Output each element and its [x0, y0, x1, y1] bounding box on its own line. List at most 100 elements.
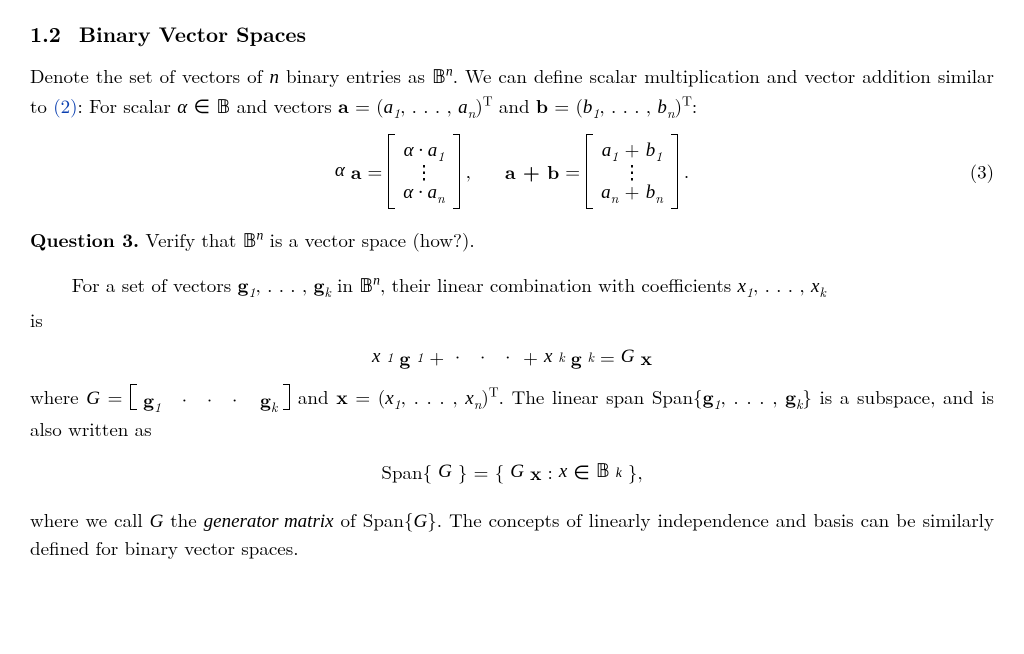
sub: 1 — [394, 394, 401, 413]
vec-g: g — [785, 382, 796, 410]
text: and — [493, 92, 530, 119]
text: , . . . , — [599, 92, 657, 119]
text: of Span{ — [334, 506, 414, 533]
var: x — [465, 388, 473, 409]
equation-content: αa = α · a1 ⋮ α · an , a + b = a1 + b1 ⋮… — [335, 134, 689, 209]
text: binary entries as — [279, 62, 432, 89]
paragraph-generator-matrix: where we call G the generator matrix of … — [30, 507, 994, 562]
sub: n — [667, 103, 675, 122]
text: } = { — [458, 459, 504, 486]
vec-x: x — [640, 344, 652, 371]
sub: 1 — [714, 394, 721, 413]
text: = ( — [348, 383, 385, 410]
blackboard-B: 𝔹 — [243, 231, 257, 252]
var-alpha: α — [335, 158, 345, 185]
question-3: Question 3. Verify that 𝔹n is a vector s… — [30, 226, 994, 256]
text: and — [298, 383, 336, 410]
question-label: Question 3. — [30, 225, 139, 253]
vec-a: a — [338, 91, 349, 119]
sup-n: n — [446, 64, 453, 79]
text: where — [30, 383, 86, 410]
text: in — [331, 271, 360, 298]
text: : For scalar — [78, 92, 178, 119]
paragraph-is: is — [30, 307, 994, 334]
text: }, — [628, 459, 643, 486]
sub: n — [437, 188, 445, 207]
text: , . . . , — [400, 92, 458, 119]
var-G: G — [413, 511, 427, 532]
plus: + — [618, 177, 645, 204]
matrix-a-plus-b: a1 + b1 ⋮ an + bn — [586, 134, 678, 209]
vec-g: g — [143, 385, 154, 413]
blackboard-B: 𝔹 — [216, 97, 230, 118]
vec-a-plus-b: a + b — [505, 158, 559, 185]
text: = ( — [349, 92, 384, 119]
paragraph-where-G: where G = g1 · · · gk and x = (x1, . . .… — [30, 383, 994, 442]
var-n: n — [270, 67, 280, 88]
cdots: · · · — [450, 344, 517, 371]
sub: k — [271, 397, 277, 416]
cell: α · a — [403, 182, 437, 203]
cell: b — [646, 140, 656, 161]
em-generator-matrix: generator matrix — [204, 511, 334, 532]
text: and vectors — [230, 92, 338, 119]
var: b — [657, 97, 667, 118]
text: ) — [475, 92, 482, 119]
cdots: · · · — [177, 387, 244, 414]
text: ) — [481, 383, 488, 410]
vec-g: g — [703, 382, 714, 410]
vec-x: x — [530, 459, 542, 486]
var: a — [384, 97, 394, 118]
blackboard-B: 𝔹 — [596, 459, 610, 486]
vec-g: g — [399, 344, 410, 371]
text: = — [100, 383, 130, 410]
text: Span{ — [381, 459, 432, 486]
vec-b: b — [536, 91, 548, 119]
text: , . . . , — [753, 271, 811, 298]
paragraph-intro: Denote the set of vectors of n binary en… — [30, 63, 994, 121]
vdots: ⋮ — [414, 167, 433, 177]
var: x — [385, 388, 393, 409]
text: where we call — [30, 506, 150, 533]
text: is — [30, 306, 43, 333]
equation-number: (3) — [970, 158, 994, 185]
var-alpha: α — [177, 97, 187, 118]
section-title: Binary Vector Spaces — [79, 19, 306, 49]
sup-n: n — [373, 273, 380, 288]
eq-sign: = — [367, 158, 382, 185]
var-G: G — [438, 459, 452, 486]
equation-content: Span{G} = {Gx : x ∈ 𝔹k}, — [381, 459, 642, 486]
blackboard-B: 𝔹 — [432, 67, 446, 88]
equation-span: Span{G} = {Gx : x ∈ 𝔹k}, — [30, 453, 994, 493]
var-G: G — [150, 511, 164, 532]
section-number: 1.2 — [30, 19, 61, 49]
cell: b — [646, 182, 656, 203]
matrix-G: g1 · · · gk — [130, 384, 290, 416]
text: = ( — [548, 92, 583, 119]
text: , . . . , — [721, 383, 786, 410]
text: Denote the set of vectors of — [30, 62, 270, 89]
equation-content: x1g1 + · · · + xkgk = Gx — [372, 344, 652, 371]
var-x: x — [372, 344, 380, 371]
sub: 1 — [154, 397, 161, 416]
sub: 1 — [437, 146, 444, 165]
cell: a — [601, 182, 611, 203]
var-G: G — [510, 459, 524, 486]
equation-lincomb: x1g1 + · · · + xkgk = Gx — [30, 339, 994, 375]
vec-g: g — [238, 270, 249, 298]
var-x: x — [544, 344, 552, 371]
var-G: G — [86, 388, 100, 409]
vec-g: g — [314, 270, 325, 298]
ref-link[interactable]: (2) — [53, 92, 77, 119]
sub: 1 — [655, 146, 662, 165]
text: , . . . , — [255, 271, 313, 298]
vec-x: x — [336, 382, 348, 410]
vdots: ⋮ — [622, 167, 641, 177]
eq-sign: = — [565, 158, 580, 185]
text: ∈ — [573, 459, 590, 486]
text: the — [163, 506, 203, 533]
paragraph-linear-combination: For a set of vectors g1, . . . , gk in 𝔹… — [30, 271, 994, 301]
text: , . . . , — [401, 383, 466, 410]
sub: 1 — [746, 282, 753, 301]
text: ) — [675, 92, 682, 119]
